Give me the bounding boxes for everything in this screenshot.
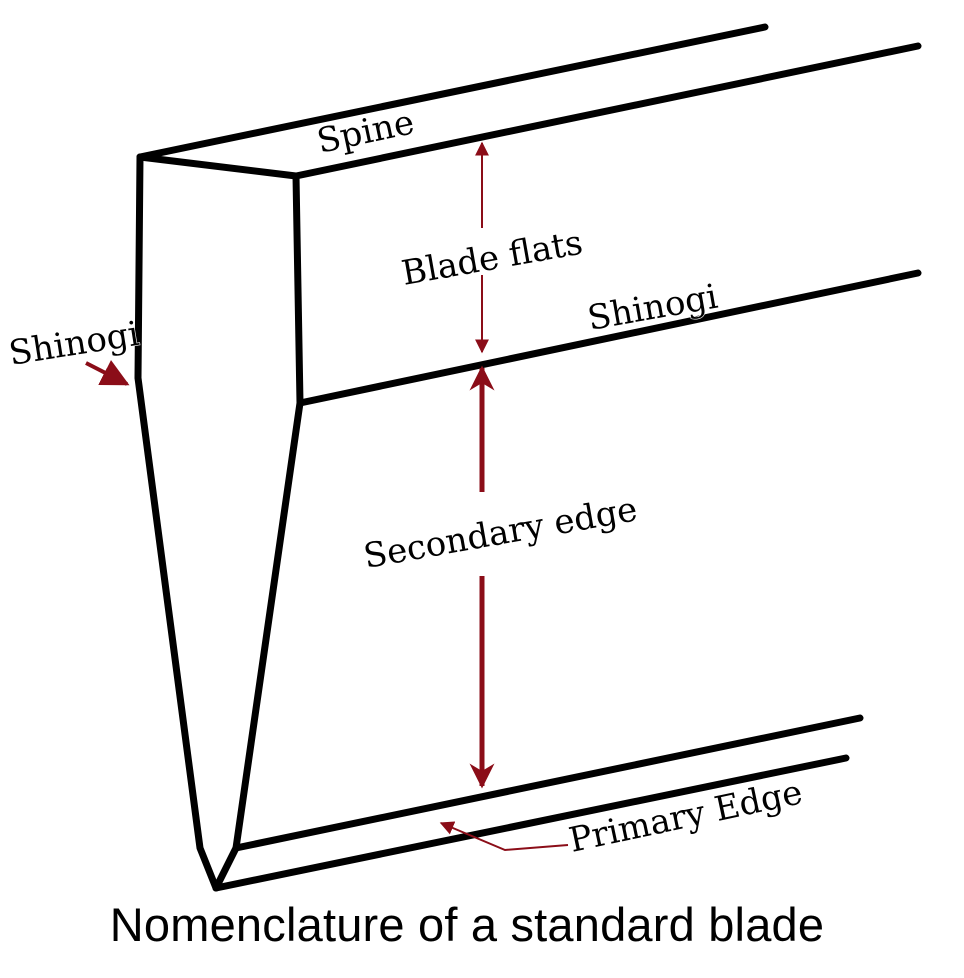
blade-flats-label: Blade flats: [399, 223, 586, 294]
primary-edge-line: [212, 754, 850, 892]
blade-profile-front: [212, 172, 304, 892]
annotation-arrows: [85, 141, 569, 852]
primary-edge-label: Primary Edge: [566, 772, 806, 860]
primary-edge-arrow: [439, 821, 569, 852]
diagram-caption: Nomenclature of a standard blade: [109, 898, 825, 951]
secondary-edge-label: Secondary edge: [361, 489, 641, 576]
blade-outline: [134, 23, 922, 892]
shinogi-left-label: Shinogi: [6, 314, 142, 374]
spine-end-line: [136, 153, 300, 180]
spine-back-line: [136, 23, 769, 161]
spine-front-line: [292, 42, 922, 180]
blade-profile-back: [134, 153, 220, 892]
secondary-edge-bottom-line: [232, 714, 864, 852]
shinogi-left-arrow: [85, 360, 130, 386]
shinogi-line: [296, 269, 922, 407]
